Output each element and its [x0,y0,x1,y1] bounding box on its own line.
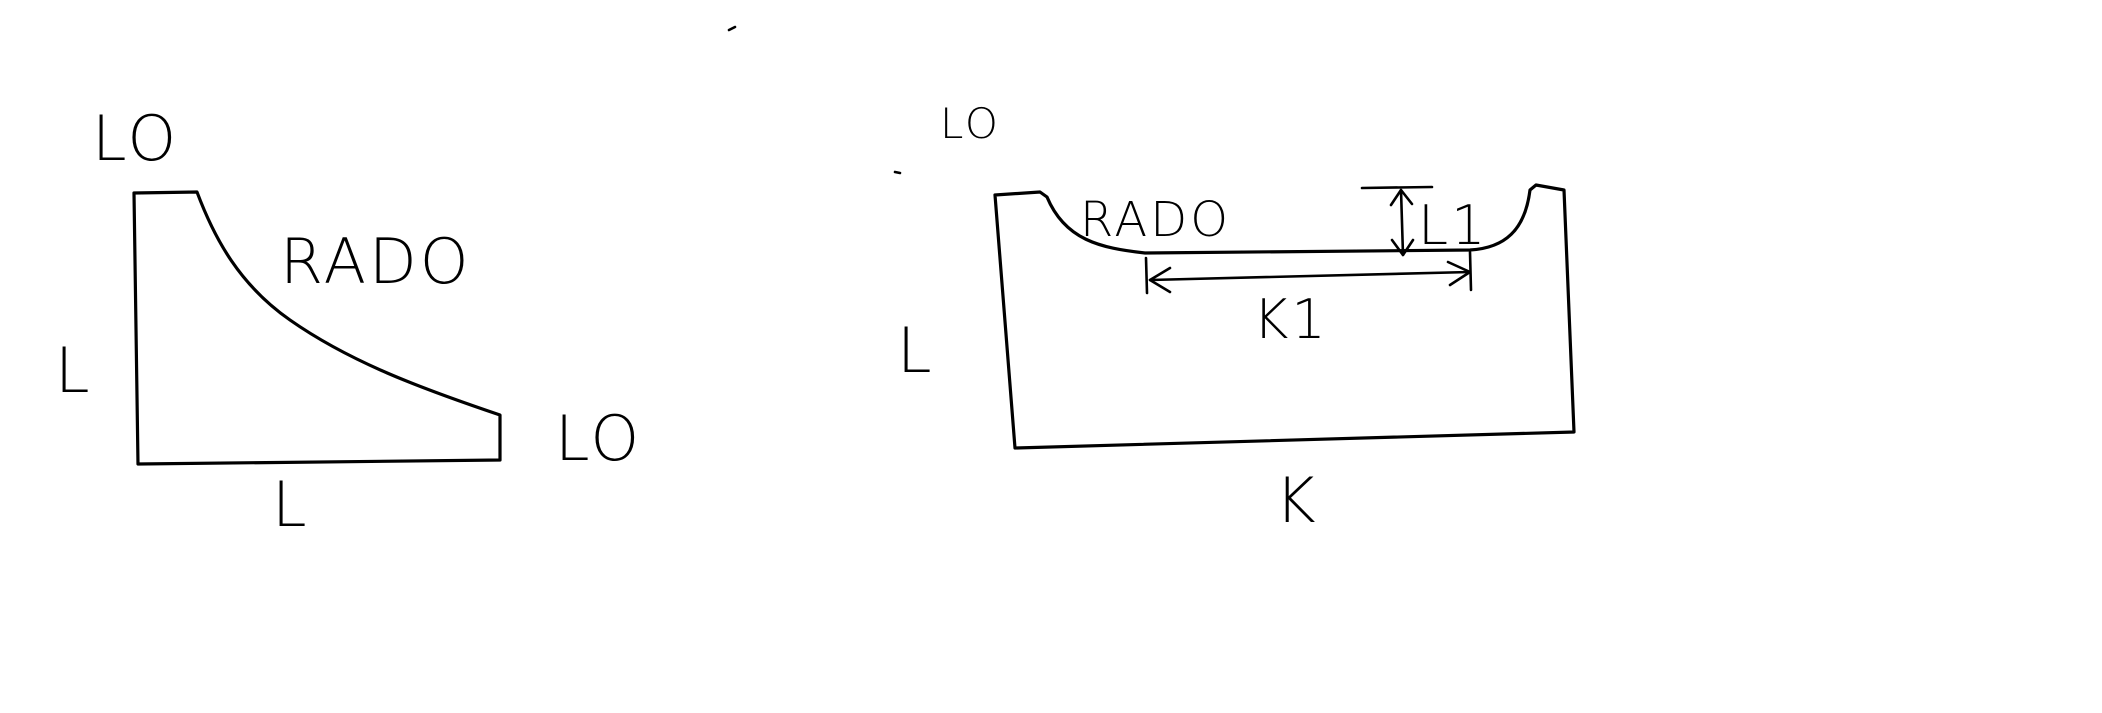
right-top-label: LO [940,99,1001,148]
l1-top-extension [1360,185,1434,190]
right-side-label: L [897,314,935,387]
left-curve-label: RADO [280,225,472,298]
k1-dimension-line [1148,270,1472,282]
stray-mark-left [893,170,902,175]
left-side-label: L [55,334,93,407]
right-bottom-label: K [1275,464,1319,537]
k1-right-extension [1468,250,1473,292]
right-profile-figure: LO RADO L L1 K1 K [897,99,1576,537]
l1-top-arrowhead [1389,188,1414,207]
k1-left-arrowhead [1148,266,1172,294]
l1-bottom-arrowhead [1390,238,1415,257]
left-right-label: LO [555,402,642,475]
left-bottom-label: L [272,468,310,541]
k1-left-extension [1144,256,1149,295]
left-profile-figure: LO RADO L L LO [55,102,642,541]
l1-dimension-line [1399,188,1405,257]
right-profile-outline [993,183,1576,450]
right-width-label: K1 [1253,288,1329,351]
left-profile-outline [132,190,502,466]
right-curve-label: RADO [1080,192,1231,248]
right-depth-label: L1 [1418,194,1488,257]
left-top-label: LO [92,102,179,175]
stray-mark-top [727,25,737,32]
